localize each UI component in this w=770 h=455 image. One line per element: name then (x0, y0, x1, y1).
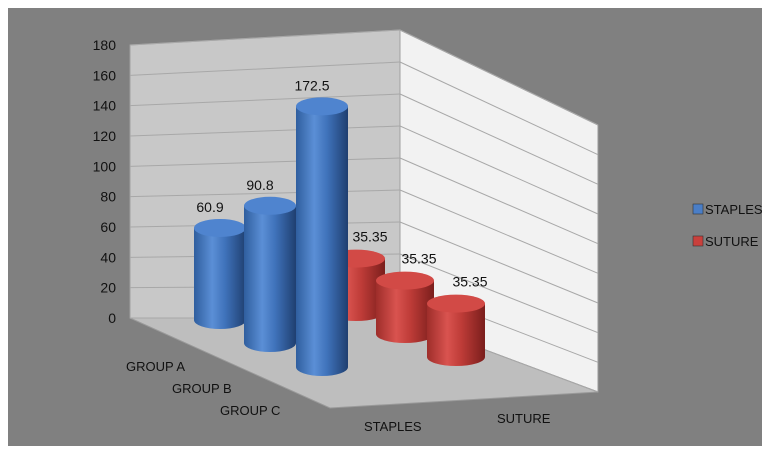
category-label: GROUP B (172, 381, 232, 396)
gridline-back (129, 125, 401, 137)
gridline-back (129, 29, 401, 46)
data-label-staples: 60.9 (196, 199, 223, 215)
legend-swatch (692, 203, 704, 215)
data-label-suture: 35.35 (352, 229, 387, 245)
bar-staples (296, 97, 348, 376)
gridline-side (399, 189, 599, 274)
gridline-side (399, 61, 599, 156)
legend-label: STAPLES (705, 202, 763, 217)
bar-suture (427, 294, 485, 366)
gridline-side (399, 253, 599, 334)
category-label: GROUP A (126, 359, 185, 374)
y-tick-label: 160 (93, 67, 117, 83)
data-label-staples: 172.5 (294, 77, 329, 93)
bar-suture (376, 271, 434, 343)
legend-background (658, 8, 762, 446)
y-tick-label: 100 (93, 158, 117, 174)
bar-staples (244, 196, 296, 352)
y-tick-label: 60 (100, 219, 116, 235)
gridline-back (129, 189, 401, 198)
y-tick-label: 180 (93, 37, 117, 53)
gridline-side (399, 29, 599, 126)
gridline-back (129, 157, 401, 167)
category-label: GROUP C (220, 403, 280, 418)
y-tick-label: 0 (108, 310, 116, 326)
y-tick-label: 140 (93, 98, 117, 114)
depth-axis-label: SUTURE (497, 411, 551, 426)
data-label-suture: 35.35 (452, 274, 487, 290)
gridline-back (129, 93, 401, 107)
depth-axis-label: STAPLES (364, 419, 422, 434)
gridline-side (399, 221, 599, 304)
y-tick-label: 20 (100, 280, 116, 296)
data-label-staples: 90.8 (246, 177, 273, 193)
legend-swatch (692, 235, 704, 247)
bar-staples (194, 218, 246, 329)
y-tick-label: 40 (100, 249, 116, 265)
gridline-side (399, 125, 599, 215)
gridline-side (399, 157, 599, 245)
y-tick-label: 120 (93, 128, 117, 144)
gridline-back (129, 61, 401, 76)
legend-label: SUTURE (705, 234, 759, 249)
gridline-side (399, 93, 599, 185)
y-tick-label: 80 (100, 189, 116, 205)
data-label-suture: 35.35 (401, 251, 436, 267)
